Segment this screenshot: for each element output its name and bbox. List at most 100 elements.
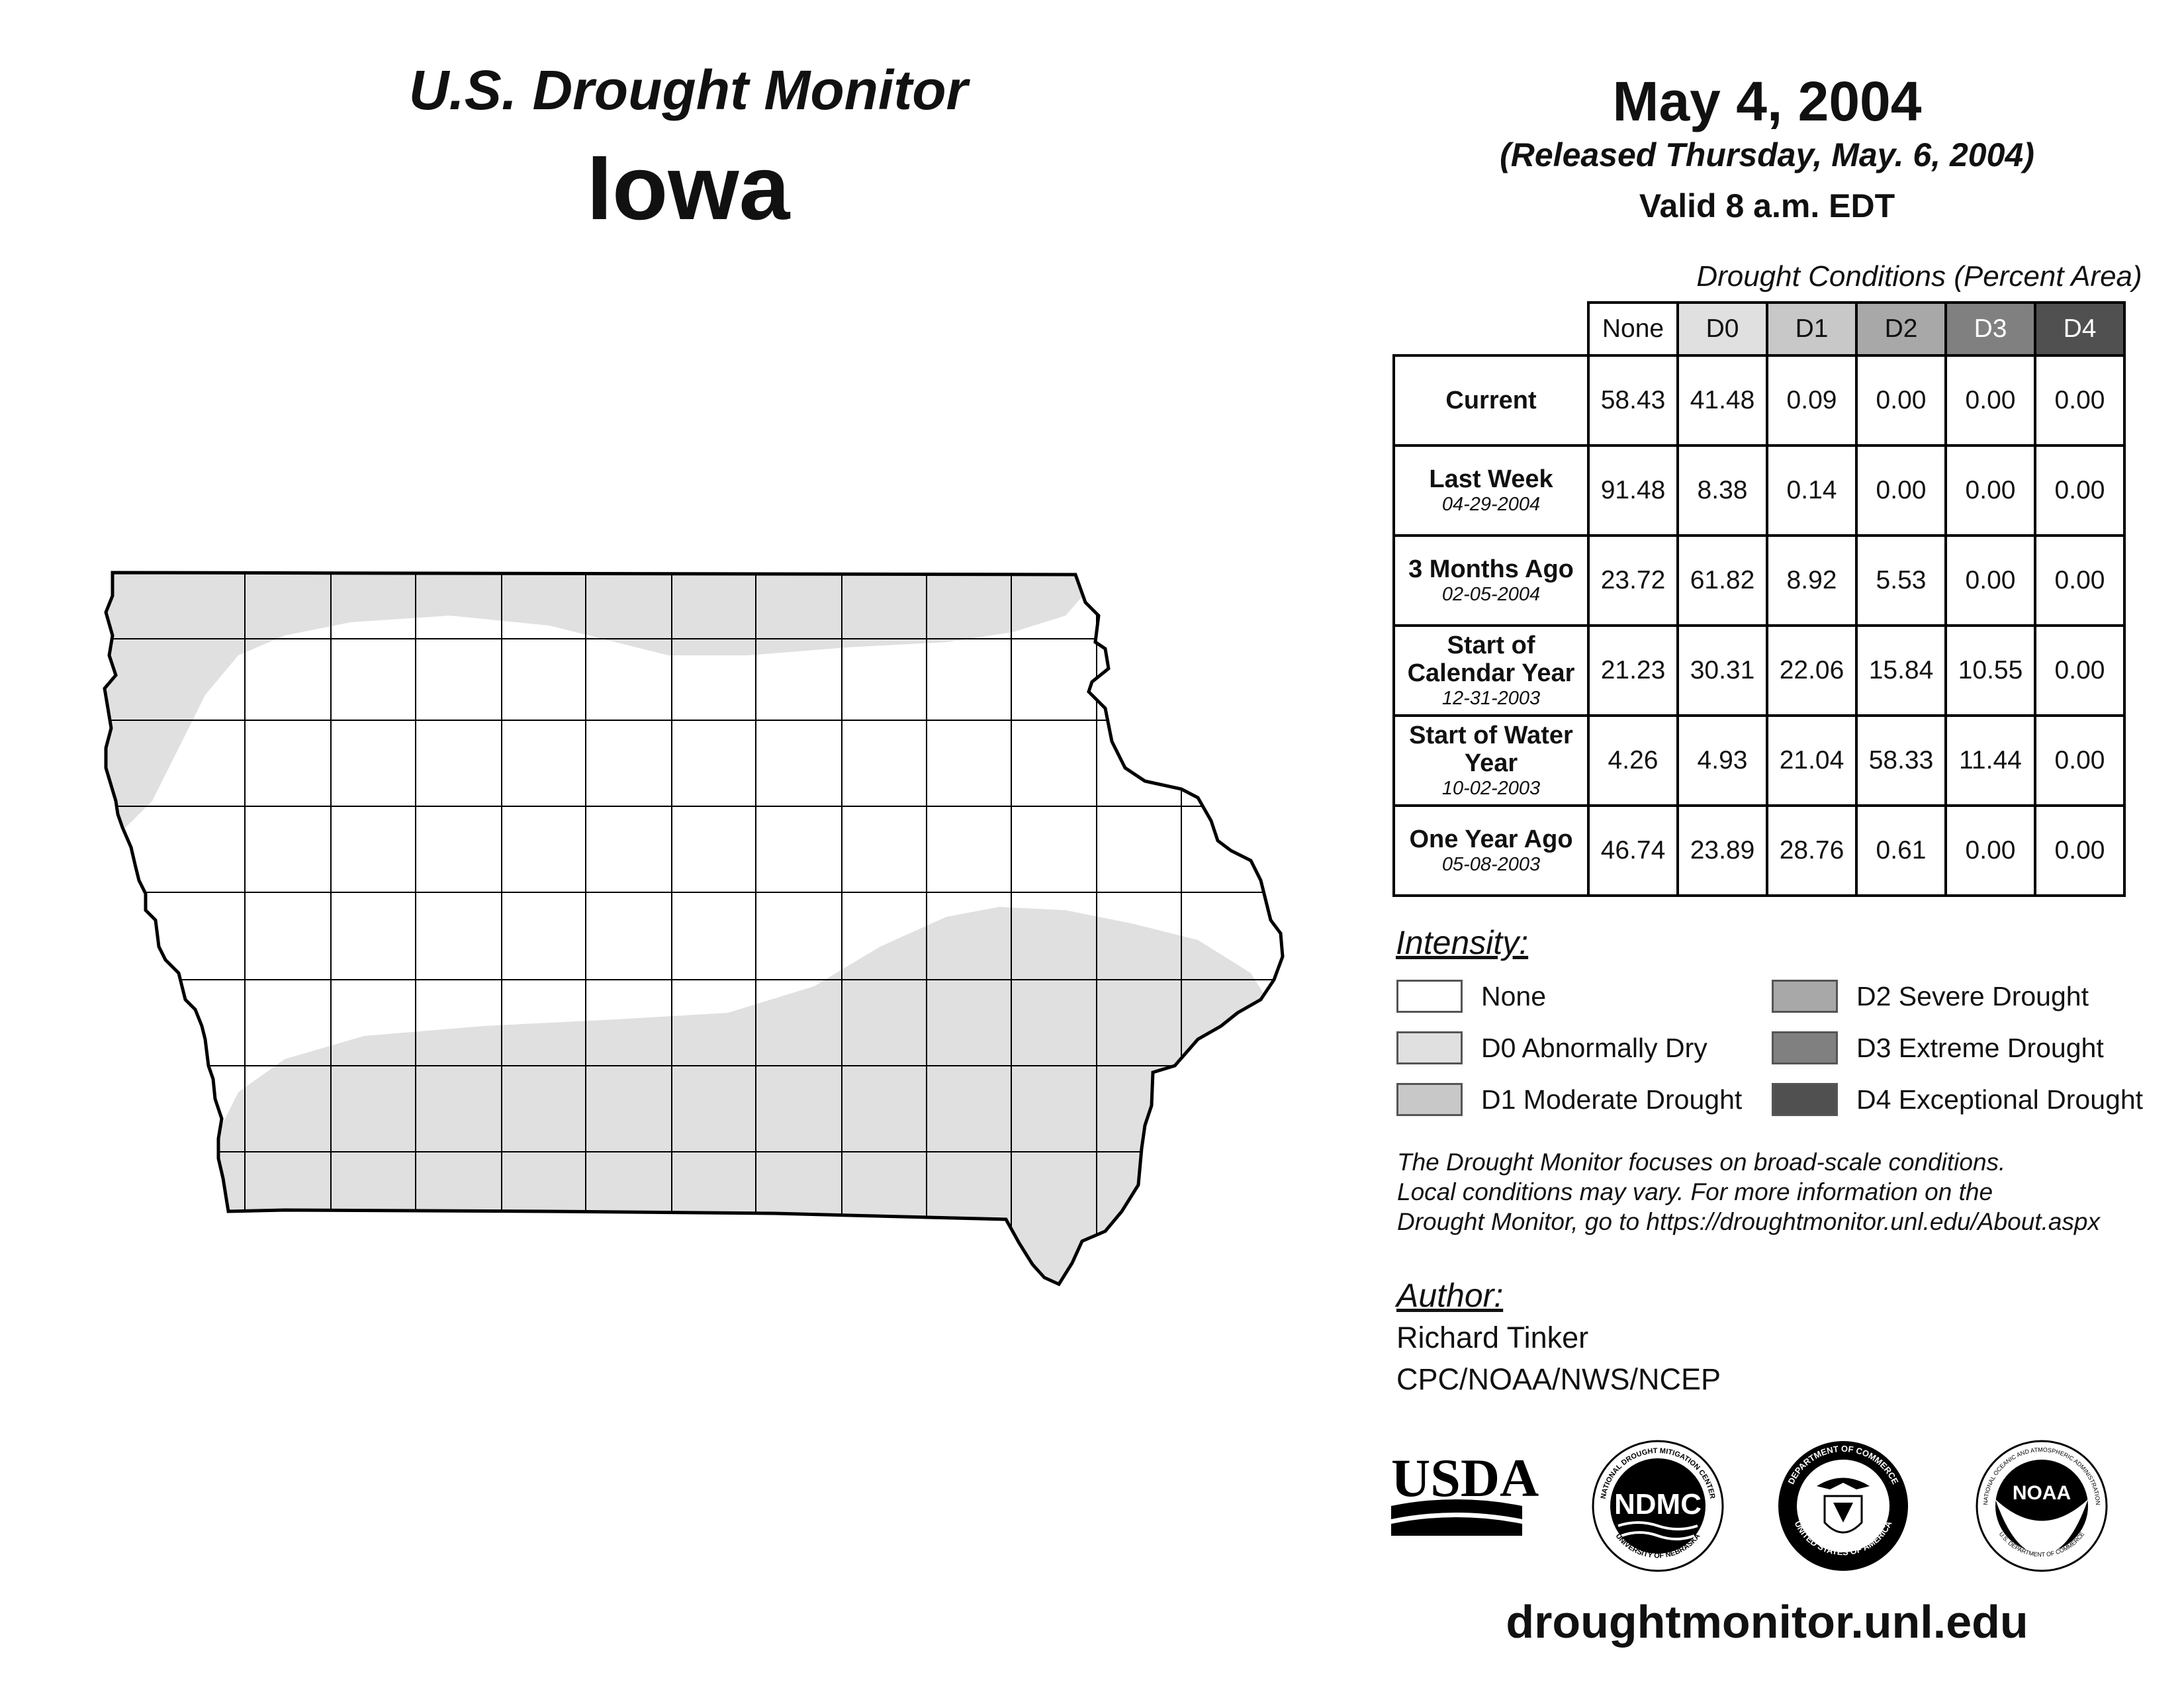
table-cell: 0.00 xyxy=(2034,714,2126,807)
table-cell: 0.00 xyxy=(1855,354,1947,447)
legend-swatch xyxy=(1396,1031,1463,1064)
table-cell: 58.33 xyxy=(1855,714,1947,807)
table-cell: 0.09 xyxy=(1766,354,1858,447)
col-d3: D3 xyxy=(1944,301,2036,357)
map-title: U.S. Drought Monitor xyxy=(408,59,968,121)
row-title: Current xyxy=(1445,387,1537,414)
usda-logo: USDA xyxy=(1391,1448,1539,1536)
ndmc-logo: NDMC NATIONAL DROUGHT MITIGATION CENTER … xyxy=(1592,1440,1724,1572)
note-line: The Drought Monitor focuses on broad-sca… xyxy=(1397,1149,2006,1176)
noaa-logo: NOAA NATIONAL OCEANIC AND ATMOSPHERIC AD… xyxy=(1976,1440,2108,1572)
legend-label: D3 Extreme Drought xyxy=(1856,1033,2104,1063)
table-cell: 8.92 xyxy=(1766,534,1858,627)
table-cell: 8.38 xyxy=(1676,444,1768,537)
row-title: Start of Calendar Year xyxy=(1407,632,1575,687)
legend-label: D0 Abnormally Dry xyxy=(1481,1033,1707,1063)
table-header-row: None D0 D1 D2 D3 D4 xyxy=(1394,301,2126,357)
author-organization: CPC/NOAA/NWS/NCEP xyxy=(1396,1362,1721,1396)
agency-logos: USDA NDMC NATIONAL DROUGHT MITIGATION CE… xyxy=(1391,1440,2108,1572)
table-cell: 0.00 xyxy=(2034,534,2126,627)
table-cell: 46.74 xyxy=(1587,804,1679,897)
noaa-logo-text: NOAA xyxy=(2013,1482,2071,1504)
table-cell: 91.48 xyxy=(1587,444,1679,537)
table-cell: 0.00 xyxy=(1855,444,1947,537)
table-corner xyxy=(1394,303,1590,357)
table-row: One Year Ago 05-08-2003 46.74 23.89 28.76… xyxy=(1392,804,2126,897)
note-line: Drought Monitor, go to https://droughtmo… xyxy=(1397,1208,2100,1235)
table-cell: 0.00 xyxy=(1944,354,2036,447)
table-cell: 0.00 xyxy=(1944,444,2036,537)
author-heading: Author: xyxy=(1396,1277,1504,1314)
table-cell: 0.00 xyxy=(2034,354,2126,447)
release-date: (Released Thursday, May. 6, 2004) xyxy=(1500,136,2034,173)
valid-time: Valid 8 a.m. EDT xyxy=(1639,187,1895,224)
table-cell: 10.55 xyxy=(1944,624,2036,717)
state-outline xyxy=(103,571,1285,1287)
table-cell: 4.26 xyxy=(1587,714,1679,807)
row-label: Start of Calendar Year 12-31-2003 xyxy=(1392,624,1590,717)
legend-swatch xyxy=(1396,1083,1463,1116)
table-cell: 0.00 xyxy=(2034,624,2126,717)
table-cell: 0.00 xyxy=(1944,534,2036,627)
eagle-icon xyxy=(1817,1477,1870,1489)
col-none: None xyxy=(1587,301,1679,357)
usda-logo-text: USDA xyxy=(1391,1448,1539,1508)
table-cell: 21.23 xyxy=(1587,624,1679,717)
row-date: 04-29-2004 xyxy=(1441,494,1541,515)
row-label: Current xyxy=(1392,354,1590,447)
legend-label: None xyxy=(1481,981,1547,1011)
row-date: 05-08-2003 xyxy=(1441,854,1541,875)
table-cell: 4.93 xyxy=(1676,714,1768,807)
table-cell: 28.76 xyxy=(1766,804,1858,897)
table-cell: 61.82 xyxy=(1676,534,1768,627)
row-title: Start of Water Year xyxy=(1409,722,1573,777)
row-label: Last Week 04-29-2004 xyxy=(1392,444,1590,537)
table-cell: 0.00 xyxy=(2034,804,2126,897)
legend-label: D1 Moderate Drought xyxy=(1481,1084,1743,1115)
table-row: Start of Water Year 10-02-2003 4.26 4.93 … xyxy=(1392,714,2126,807)
disclaimer-note: The Drought Monitor focuses on broad-sca… xyxy=(1397,1147,2171,1237)
row-date: 10-02-2003 xyxy=(1441,778,1541,799)
row-title: Last Week xyxy=(1429,465,1553,493)
d0-region-north xyxy=(105,573,1089,841)
row-date: 02-05-2004 xyxy=(1441,584,1541,605)
legend-swatch xyxy=(1772,980,1838,1013)
table-caption: Drought Conditions (Percent Area) xyxy=(1696,260,2142,293)
state-name: Iowa xyxy=(586,137,790,239)
table-row: Start of Calendar Year 12-31-2003 21.23 3… xyxy=(1392,624,2126,717)
table-cell: 0.00 xyxy=(2034,444,2126,537)
table-cell: 58.43 xyxy=(1587,354,1679,447)
ndmc-logo-text: NDMC xyxy=(1614,1488,1702,1521)
col-d2: D2 xyxy=(1855,301,1947,357)
legend-swatch xyxy=(1772,1083,1838,1116)
row-title: 3 Months Ago xyxy=(1408,555,1574,583)
legend-label: D4 Exceptional Drought xyxy=(1856,1084,2144,1115)
table-cell: 0.61 xyxy=(1855,804,1947,897)
noaa-bird-icon xyxy=(1995,1499,2088,1554)
table-row: Current 58.43 41.48 0.09 0.00 0.00 0.00 xyxy=(1392,354,2126,447)
commerce-seal: DEPARTMENT OF COMMERCE UNITED STATES OF … xyxy=(1778,1441,1908,1571)
table-cell: 0.00 xyxy=(1944,804,2036,897)
table-cell: 23.72 xyxy=(1587,534,1679,627)
legend-swatch xyxy=(1396,980,1463,1013)
table-cell: 23.89 xyxy=(1676,804,1768,897)
table-cell: 30.31 xyxy=(1676,624,1768,717)
legend-label: D2 Severe Drought xyxy=(1856,981,2089,1011)
website-link[interactable]: droughtmonitor.unl.edu xyxy=(1506,1596,2028,1648)
table-cell: 41.48 xyxy=(1676,354,1768,447)
table-cell: 21.04 xyxy=(1766,714,1858,807)
col-d1: D1 xyxy=(1766,301,1858,357)
row-label: 3 Months Ago 02-05-2004 xyxy=(1392,534,1590,627)
note-line: Local conditions may vary. For more info… xyxy=(1397,1178,1993,1205)
row-title: One Year Ago xyxy=(1409,825,1573,853)
table-cell: 5.53 xyxy=(1855,534,1947,627)
table-row: 3 Months Ago 02-05-2004 23.72 61.82 8.92 … xyxy=(1392,534,2126,627)
col-d0: D0 xyxy=(1676,301,1768,357)
row-date: 12-31-2003 xyxy=(1441,688,1541,709)
table-cell: 15.84 xyxy=(1855,624,1947,717)
iowa-drought-map xyxy=(103,571,1285,1287)
row-label: One Year Ago 05-08-2003 xyxy=(1392,804,1590,897)
col-d4: D4 xyxy=(2034,301,2126,357)
table-cell: 11.44 xyxy=(1944,714,2036,807)
table-cell: 0.14 xyxy=(1766,444,1858,537)
